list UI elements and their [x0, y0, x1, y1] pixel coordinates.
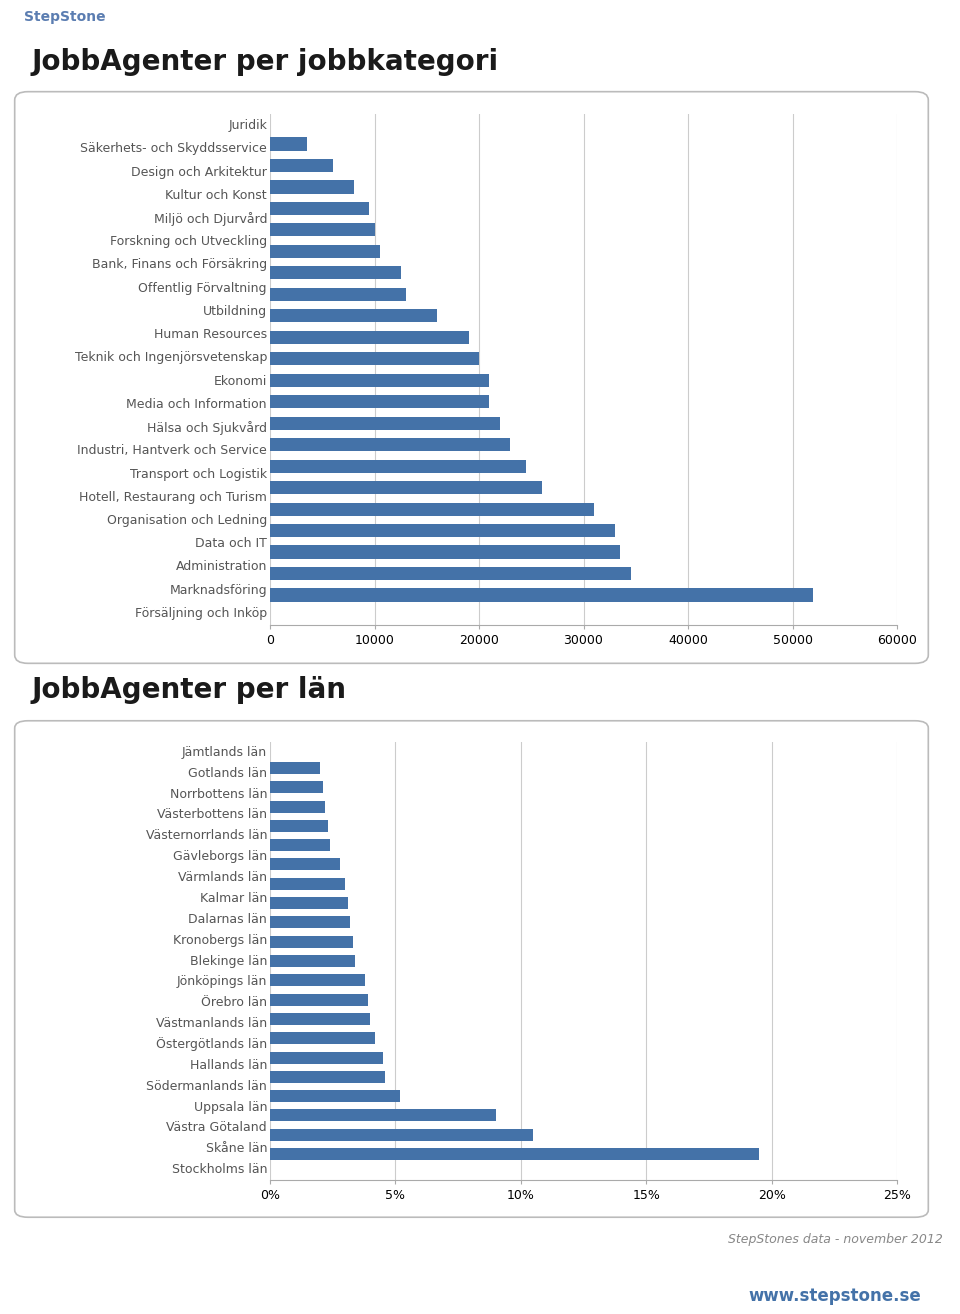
Bar — [270, 438, 511, 452]
Text: Stockholms län: Stockholms län — [172, 1163, 267, 1176]
Bar — [270, 993, 368, 1005]
Bar — [270, 1148, 759, 1160]
Text: StepStones data - november 2012: StepStones data - november 2012 — [728, 1234, 943, 1247]
Bar — [270, 524, 614, 537]
Text: Jämtlands län: Jämtlands län — [181, 746, 267, 759]
Text: Kalmar län: Kalmar län — [200, 892, 267, 905]
Bar — [270, 1033, 375, 1045]
Bar — [270, 288, 406, 301]
Bar — [270, 373, 490, 386]
Text: Västernorrlands län: Västernorrlands län — [146, 829, 267, 842]
Bar — [270, 267, 400, 280]
Text: JobbAgenter per län: JobbAgenter per län — [32, 675, 347, 704]
Text: Kronobergs län: Kronobergs län — [173, 934, 267, 946]
Text: Utbildning: Utbildning — [203, 305, 267, 318]
Text: Blekinge län: Blekinge län — [190, 954, 267, 967]
Bar — [270, 589, 813, 602]
Bar — [270, 840, 330, 851]
Bar — [270, 762, 321, 774]
Bar — [270, 137, 306, 151]
Bar — [270, 223, 374, 237]
Bar — [270, 566, 631, 581]
Text: Dalarnas län: Dalarnas län — [188, 913, 267, 926]
Bar — [270, 858, 340, 870]
Bar — [270, 820, 327, 832]
Bar — [270, 936, 352, 947]
Text: Skåne län: Skåne län — [205, 1142, 267, 1155]
Bar — [270, 897, 348, 909]
Bar — [270, 878, 346, 890]
Bar — [270, 545, 620, 558]
Bar — [270, 916, 350, 929]
Text: Östergötlands län: Östergötlands län — [156, 1038, 267, 1051]
Text: Data och IT: Data och IT — [195, 537, 267, 551]
Bar — [270, 1129, 534, 1141]
Bar — [270, 481, 541, 494]
Bar — [270, 180, 353, 193]
Text: Västmanlands län: Västmanlands län — [156, 1017, 267, 1030]
Text: Gotlands län: Gotlands län — [188, 767, 267, 779]
Bar — [270, 782, 323, 794]
Text: StepStone: StepStone — [24, 11, 106, 24]
Bar — [270, 1109, 495, 1121]
Text: Bank, Finans och Försäkring: Bank, Finans och Försäkring — [92, 259, 267, 272]
Text: Hälsa och Sjukvård: Hälsa och Sjukvård — [147, 420, 267, 435]
Text: Hallands län: Hallands län — [190, 1059, 267, 1072]
Bar — [270, 955, 355, 967]
Text: Teknik och Ingenjörsvetenskap: Teknik och Ingenjörsvetenskap — [75, 351, 267, 364]
Text: Västerbottens län: Västerbottens län — [157, 808, 267, 821]
Bar — [270, 800, 325, 812]
Text: Media och Information: Media och Information — [127, 398, 267, 411]
Text: www.stepstone.se: www.stepstone.se — [749, 1286, 922, 1305]
Bar — [270, 396, 490, 409]
Text: JobbAgenter per jobbkategori: JobbAgenter per jobbkategori — [32, 47, 499, 76]
Text: Juridik: Juridik — [228, 120, 267, 133]
Bar — [270, 417, 500, 430]
Bar — [270, 460, 526, 473]
Text: Västra Götaland: Västra Götaland — [166, 1121, 267, 1134]
Text: Säkerhets- och Skyddsservice: Säkerhets- och Skyddsservice — [81, 142, 267, 155]
Text: Human Resources: Human Resources — [154, 328, 267, 342]
Bar — [270, 352, 479, 365]
Text: Gävleborgs län: Gävleborgs län — [173, 850, 267, 863]
Text: Uppsala län: Uppsala län — [194, 1101, 267, 1113]
Bar — [270, 201, 370, 215]
Text: Jönköpings län: Jönköpings län — [177, 975, 267, 988]
Bar — [270, 974, 366, 987]
Text: Administration: Administration — [176, 561, 267, 573]
Bar — [270, 1071, 385, 1083]
Text: Miljö och Djurvård: Miljö och Djurvård — [154, 212, 267, 226]
Text: Ekonomi: Ekonomi — [214, 374, 267, 388]
Bar — [270, 1091, 400, 1102]
Text: Försäljning och Inköp: Försäljning och Inköp — [134, 607, 267, 620]
Text: Hotell, Restaurang och Turism: Hotell, Restaurang och Turism — [79, 490, 267, 503]
Text: Norrbottens län: Norrbottens län — [170, 787, 267, 800]
Text: Forskning och Utveckling: Forskning och Utveckling — [109, 235, 267, 248]
Text: Industri, Hantverk och Service: Industri, Hantverk och Service — [77, 444, 267, 457]
Text: Offentlig Förvaltning: Offentlig Förvaltning — [138, 281, 267, 294]
Text: Marknadsföring: Marknadsföring — [169, 583, 267, 597]
FancyBboxPatch shape — [14, 721, 928, 1217]
Bar — [270, 244, 380, 258]
Text: Kultur och Konst: Kultur och Konst — [165, 189, 267, 202]
Bar — [270, 1013, 371, 1025]
Text: Design och Arkitektur: Design och Arkitektur — [132, 166, 267, 179]
FancyBboxPatch shape — [14, 92, 928, 664]
Text: Organisation och Ledning: Organisation och Ledning — [107, 514, 267, 527]
Text: Örebro län: Örebro län — [201, 996, 267, 1009]
Text: Södermanlands län: Södermanlands län — [146, 1080, 267, 1093]
Text: Transport och Logistik: Transport och Logistik — [130, 468, 267, 481]
Bar — [270, 1051, 383, 1063]
Text: Värmlands län: Värmlands län — [178, 871, 267, 884]
Bar — [270, 309, 437, 322]
Bar — [270, 502, 594, 516]
Bar — [270, 331, 468, 344]
Bar — [270, 159, 333, 172]
